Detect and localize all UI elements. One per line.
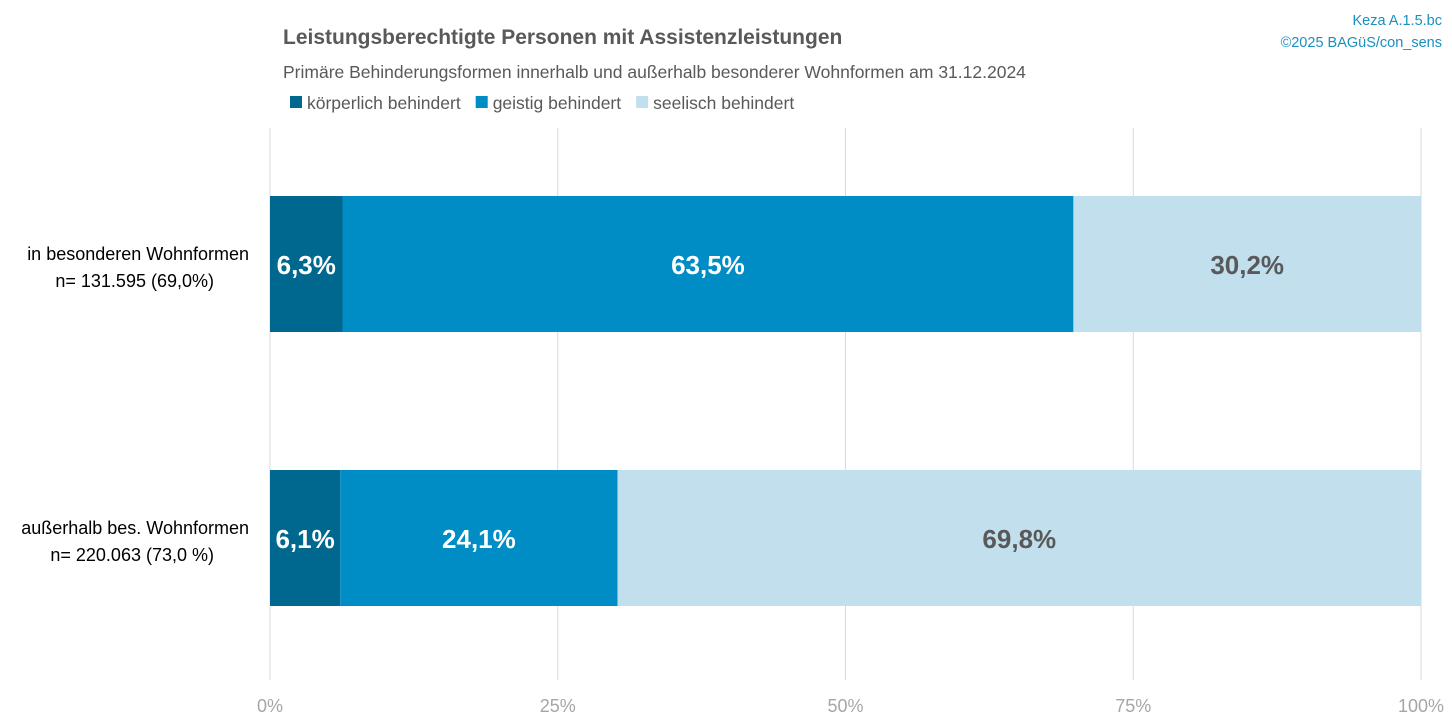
data-label: 6,3% <box>277 250 336 280</box>
legend-label-2: seelisch behindert <box>653 93 794 113</box>
legend-swatch-0 <box>290 96 302 108</box>
category-sample-size: n= 220.063 (73,0 %) <box>50 545 214 565</box>
legend-label-0: körperlich behindert <box>307 93 461 113</box>
source-id: Keza A.1.5.bc <box>1353 13 1442 29</box>
data-label: 63,5% <box>671 250 745 280</box>
bar-segment <box>342 196 1074 332</box>
legend-label-1: geistig behindert <box>493 93 622 113</box>
bar-segment <box>1073 196 1421 332</box>
data-label: 30,2% <box>1210 250 1284 280</box>
data-label: 24,1% <box>442 524 516 554</box>
chart-title: Leistungsberechtigte Personen mit Assist… <box>283 26 842 49</box>
x-tick-label: 75% <box>1115 696 1151 715</box>
data-label: 6,1% <box>275 524 334 554</box>
category-label: in besonderen Wohnformen <box>27 244 249 264</box>
legend-swatch-2 <box>636 96 649 108</box>
category-labels: in besonderen Wohnformen n= 131.595 (69,0… <box>21 244 249 565</box>
data-label: 69,8% <box>982 524 1056 554</box>
chart-subtitle: Primäre Behinderungsformen innerhalb und… <box>283 62 1026 82</box>
x-tick-label: 25% <box>540 696 576 715</box>
bar-segment <box>340 470 618 606</box>
bar-segment <box>270 196 343 332</box>
x-tick-label: 100% <box>1398 696 1444 715</box>
source-copyright: ©2025 BAGüS/con_sens <box>1281 35 1442 51</box>
legend-swatch-1 <box>475 96 488 108</box>
category-label: außerhalb bes. Wohnformen <box>21 518 249 538</box>
bar-segment <box>270 470 341 606</box>
legend: körperlich behindert geistig behindert see… <box>290 93 794 113</box>
category-sample-size: n= 131.595 (69,0%) <box>55 271 214 291</box>
x-tick-label: 50% <box>827 696 863 715</box>
x-tick-label: 0% <box>257 696 283 715</box>
bar-segment <box>617 470 1421 606</box>
bars: 6,3% 63,5% 30,2% 6,1% 24,1% 69,8% <box>270 196 1421 606</box>
